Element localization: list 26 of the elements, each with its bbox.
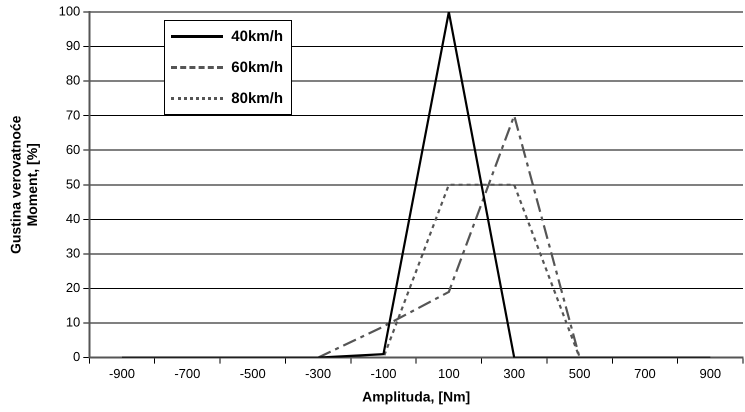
legend-label: 40km/h (231, 28, 284, 45)
y-tick-label: 80 (66, 72, 80, 88)
x-tick-label: -700 (174, 366, 200, 381)
x-axis-title: Amplituda, [Nm] (362, 388, 470, 404)
x-tick-label: 700 (634, 366, 656, 381)
x-tick-label: 900 (699, 366, 722, 381)
y-tick-label: 70 (66, 107, 80, 122)
legend-label: 80km/h (231, 90, 284, 107)
y-tick-label: 90 (66, 38, 80, 54)
x-tick-label: -100 (370, 366, 396, 381)
y-tick-label: 30 (66, 246, 80, 260)
y-tick-label: 10 (66, 314, 80, 330)
x-tick-label: -300 (305, 366, 332, 381)
y-axis-title: Gustina verovatnoće Moment, [%] (7, 115, 40, 254)
x-tick-label: -500 (240, 366, 266, 381)
x-tick-label: 100 (438, 366, 460, 381)
y-tick-label: 20 (66, 280, 80, 296)
x-tick-label: 500 (568, 366, 590, 381)
y-tick-label: 100 (58, 4, 80, 19)
y-tick-label: 0 (73, 349, 80, 364)
x-tick-label: -900 (108, 366, 135, 381)
x-tick-label: 300 (503, 366, 526, 381)
y-tick-label: 60 (66, 142, 80, 157)
y-tick-label: 40 (66, 210, 80, 226)
legend-label: 60km/h (231, 59, 284, 76)
y-tick-label: 50 (66, 176, 80, 192)
